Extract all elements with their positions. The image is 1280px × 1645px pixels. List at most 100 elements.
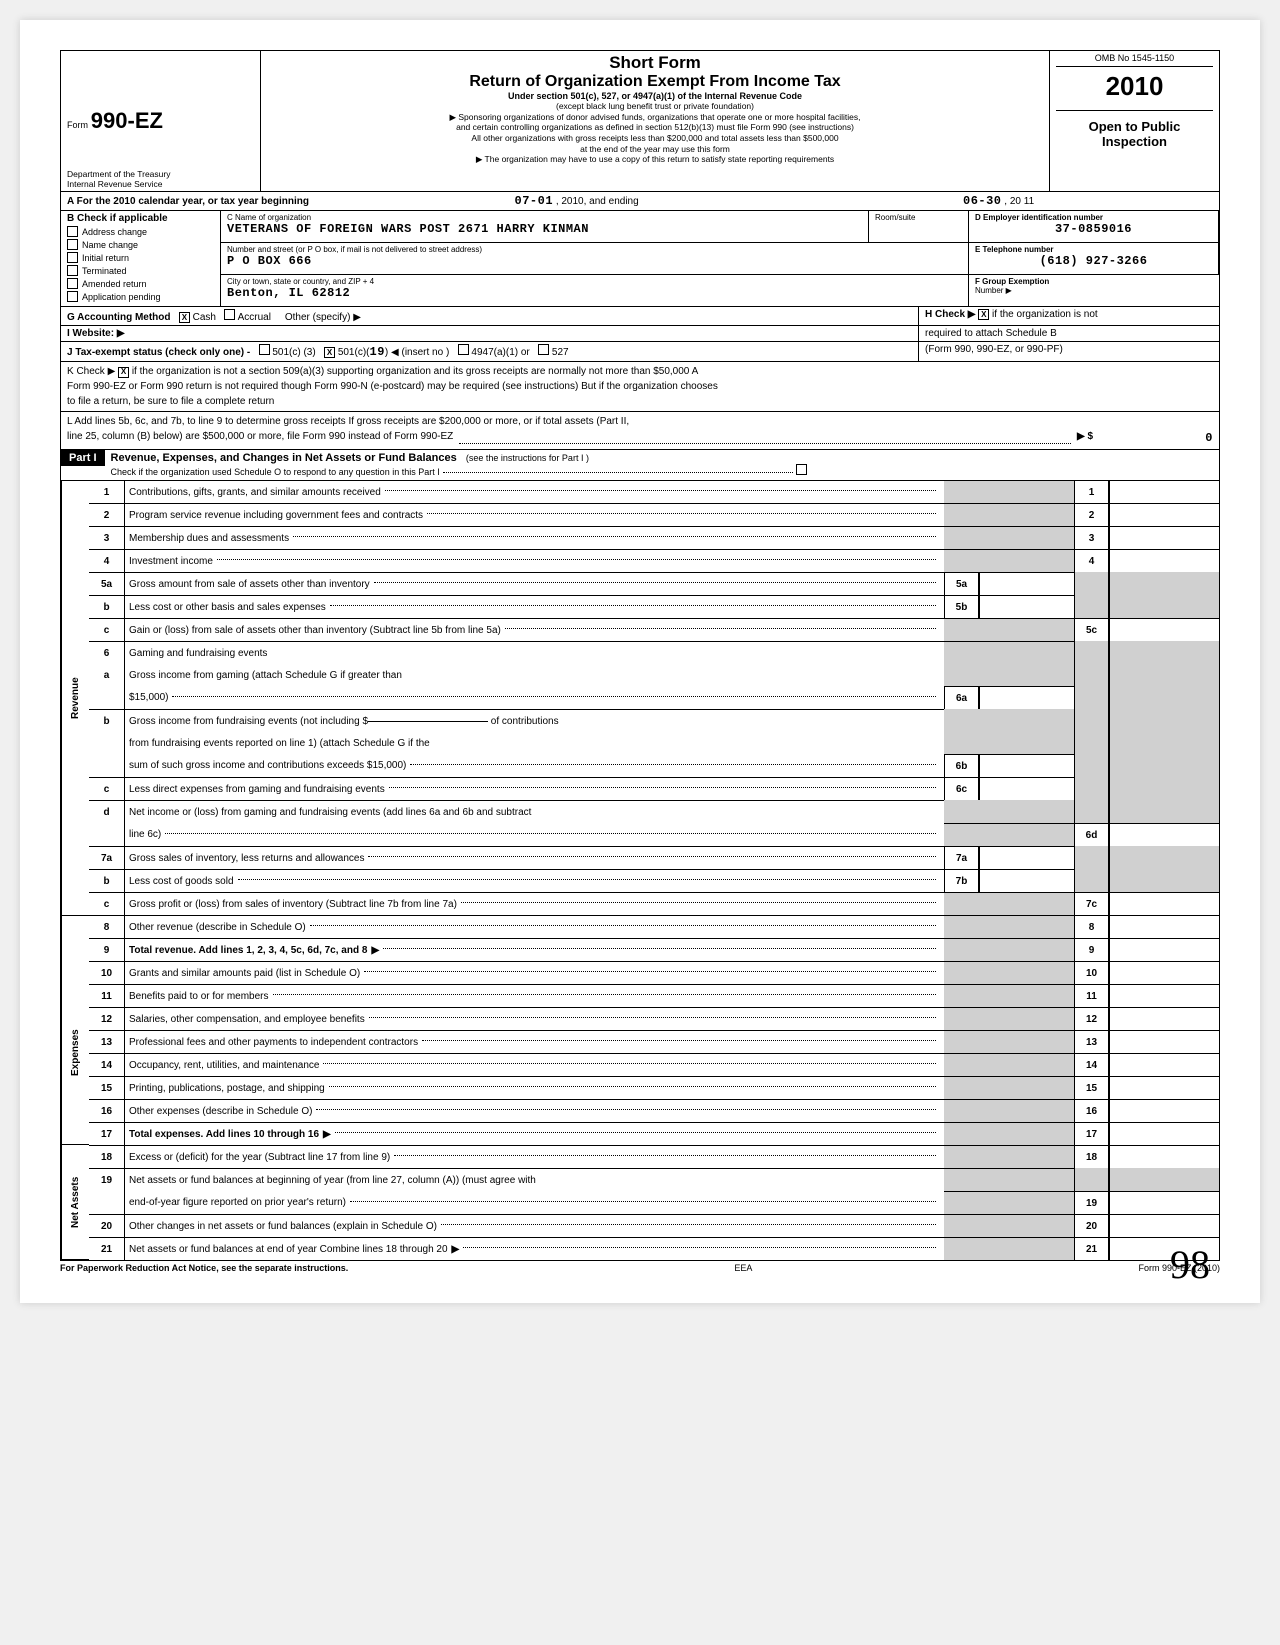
line-19a: Net assets or fund balances at beginning… (129, 1175, 536, 1186)
line-7c: Gross profit or (loss) from sales of inv… (129, 899, 457, 910)
line-16: Other expenses (describe in Schedule O) (129, 1106, 312, 1117)
room-label: Room/suite (875, 213, 962, 222)
l-line2: line 25, column (B) below) are $500,000 … (67, 429, 453, 447)
h-text: if the organization is not (992, 309, 1098, 320)
i-label: I Website: ▶ (67, 328, 125, 339)
line-11: Benefits paid to or for members (129, 991, 269, 1002)
form-label: Form (67, 120, 88, 130)
g-other: Other (specify) ▶ (285, 312, 361, 323)
line-5a: Gross amount from sale of assets other t… (129, 579, 370, 590)
part1-label: Part I (61, 450, 105, 466)
a-mid: , 2010, and ending (556, 196, 639, 207)
line-14: Occupancy, rent, utilities, and maintena… (129, 1060, 319, 1071)
footer-eea: EEA (734, 1263, 752, 1273)
side-netassets: Net Assets (61, 1145, 89, 1260)
line-13: Professional fees and other payments to … (129, 1037, 418, 1048)
a-end: 06-30 (963, 194, 1002, 208)
cb-terminated[interactable]: Terminated (67, 265, 214, 276)
open-public-2: Inspection (1056, 134, 1213, 149)
except-note: (except black lung benefit trust or priv… (267, 101, 1043, 112)
line-6b-3: sum of such gross income and contributio… (129, 760, 406, 771)
h-text3: (Form 990, 990-EZ, or 990-PF) (919, 342, 1219, 361)
row-a: A For the 2010 calendar year, or tax yea… (60, 192, 1220, 211)
cb-schedule-o[interactable] (796, 464, 807, 475)
cb-501c3[interactable] (259, 344, 270, 355)
cb-address-change[interactable]: Address change (67, 226, 214, 237)
g-label: G Accounting Method (67, 312, 171, 323)
row-i: I Website: ▶ required to attach Schedule… (60, 326, 1220, 342)
line-9: Total revenue. Add lines 1, 2, 3, 4, 5c,… (129, 945, 367, 956)
c-label: C Name of organization (227, 213, 862, 222)
row-l: L Add lines 5b, 6c, and 7b, to line 9 to… (60, 412, 1220, 450)
line-7b: Less cost of goods sold (129, 876, 234, 887)
city-label: City or town, state or country, and ZIP … (227, 277, 962, 286)
h-label: H Check ▶ (925, 309, 975, 320)
cb-501c[interactable]: X (324, 347, 335, 358)
line-20: Other changes in net assets or fund bala… (129, 1221, 437, 1232)
form-number: 990-EZ (91, 108, 163, 133)
dept-irs: Internal Revenue Service (67, 179, 254, 189)
cb-schedule-b[interactable]: X (978, 309, 989, 320)
side-rev-cont (61, 915, 89, 961)
form-page: Form 990-EZ Department of the Treasury I… (20, 20, 1260, 1303)
cb-cash[interactable]: X (179, 312, 190, 323)
line-6a-1: Gross income from gaming (attach Schedul… (129, 670, 402, 681)
sponsor-line-1: ▶ Sponsoring organizations of donor advi… (267, 112, 1043, 123)
cb-name-change[interactable]: Name change (67, 239, 214, 250)
line-7a: Gross sales of inventory, less returns a… (129, 853, 364, 864)
side-expenses: Expenses (61, 961, 89, 1145)
dept-treasury: Department of the Treasury (67, 169, 254, 179)
j-label: J Tax-exempt status (check only one) - (67, 347, 250, 358)
ein-value: 37-0859016 (975, 222, 1212, 236)
line-4: Investment income (129, 556, 213, 567)
part1-sub: Check if the organization used Schedule … (111, 467, 440, 477)
l-amount: 0 (1093, 429, 1213, 447)
line-6c: Less direct expenses from gaming and fun… (129, 784, 385, 795)
line-6d-1: Net income or (loss) from gaming and fun… (129, 807, 531, 818)
cb-4947[interactable] (458, 344, 469, 355)
k-line2: Form 990-EZ or Form 990 return is not re… (67, 381, 718, 392)
cb-527[interactable] (538, 344, 549, 355)
cb-k[interactable]: X (118, 367, 129, 378)
paperwork-notice: For Paperwork Reduction Act Notice, see … (60, 1263, 348, 1273)
phone-value: (618) 927-3266 (975, 254, 1212, 268)
sponsor-line-2: and certain controlling organizations as… (267, 122, 1043, 133)
city-value: Benton, IL 62812 (227, 286, 962, 300)
line-5c: Gain or (loss) from sale of assets other… (129, 625, 501, 636)
part1-title: Revenue, Expenses, and Changes in Net As… (111, 452, 457, 464)
line-10: Grants and similar amounts paid (list in… (129, 968, 360, 979)
cb-pending[interactable]: Application pending (67, 291, 214, 302)
line-1: Contributions, gifts, grants, and simila… (129, 487, 381, 498)
sponsor-line-4: at the end of the year may use this form (267, 144, 1043, 155)
row-k: K Check ▶ X if the organization is not a… (60, 362, 1220, 412)
omb-number: OMB No 1545-1150 (1056, 53, 1213, 67)
line-6: Gaming and fundraising events (129, 648, 267, 659)
satisfy-note: ▶ The organization may have to use a cop… (267, 154, 1043, 165)
line-19b: end-of-year figure reported on prior yea… (129, 1197, 346, 1208)
a-label: A For the 2010 calendar year, or tax yea… (67, 196, 309, 207)
line-6d-2: line 6c) (129, 829, 161, 840)
line-17: Total expenses. Add lines 10 through 16 (129, 1129, 319, 1140)
org-name: VETERANS OF FOREIGN WARS POST 2671 HARRY… (227, 222, 862, 236)
footer: For Paperwork Reduction Act Notice, see … (60, 1261, 1220, 1273)
line-15: Printing, publications, postage, and shi… (129, 1083, 325, 1094)
street-value: P O BOX 666 (227, 254, 962, 268)
f-label: F Group Exemption (975, 277, 1049, 286)
lines-grid-2: 8Other revenue (describe in Schedule O)8… (60, 915, 1220, 1261)
form-header: Form 990-EZ Department of the Treasury I… (60, 50, 1220, 192)
cb-accrual[interactable] (224, 309, 235, 320)
tax-year: 2010 (1056, 71, 1213, 102)
h-text2: required to attach Schedule B (919, 326, 1219, 341)
cb-amended[interactable]: Amended return (67, 278, 214, 289)
line-6b-1: Gross income from fundraising events (no… (129, 716, 368, 727)
k-line1: K Check ▶ (67, 366, 115, 377)
short-form-title: Short Form (267, 53, 1043, 73)
a-begin: 07-01 (515, 194, 554, 208)
line-21: Net assets or fund balances at end of ye… (129, 1244, 448, 1255)
row-j: J Tax-exempt status (check only one) - 5… (60, 342, 1220, 362)
line-3: Membership dues and assessments (129, 533, 289, 544)
f-label2: Number ▶ (975, 286, 1213, 295)
cb-initial-return[interactable]: Initial return (67, 252, 214, 263)
line-6b-2: from fundraising events reported on line… (129, 738, 430, 749)
part1-note: (see the instructions for Part I ) (466, 453, 589, 463)
